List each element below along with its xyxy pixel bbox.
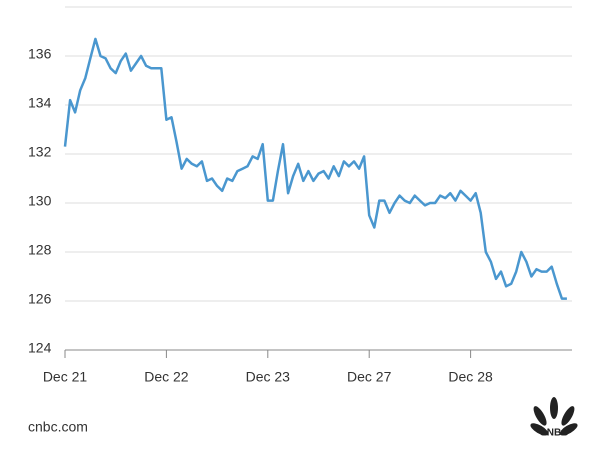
- x-tick-label: Dec 21: [43, 369, 88, 385]
- y-tick-label: 124: [28, 340, 52, 356]
- y-tick-label: 136: [28, 46, 52, 62]
- y-tick-label: 134: [28, 95, 52, 111]
- x-tick-label: Dec 23: [246, 369, 291, 385]
- source: cnbc.com: [28, 419, 88, 435]
- logo-text: CNBC: [540, 428, 569, 439]
- x-tick-label: Dec 27: [347, 369, 392, 385]
- y-tick-label: 132: [28, 144, 52, 160]
- x-tick-label: Dec 22: [144, 369, 189, 385]
- price-line: [63, 37, 567, 300]
- y-tick-label: 128: [28, 242, 52, 258]
- logo-peacock: [530, 397, 578, 436]
- y-tick-label: 126: [28, 291, 52, 307]
- x-tick-label: Dec 28: [448, 369, 493, 385]
- y-tick-label: 130: [28, 193, 52, 209]
